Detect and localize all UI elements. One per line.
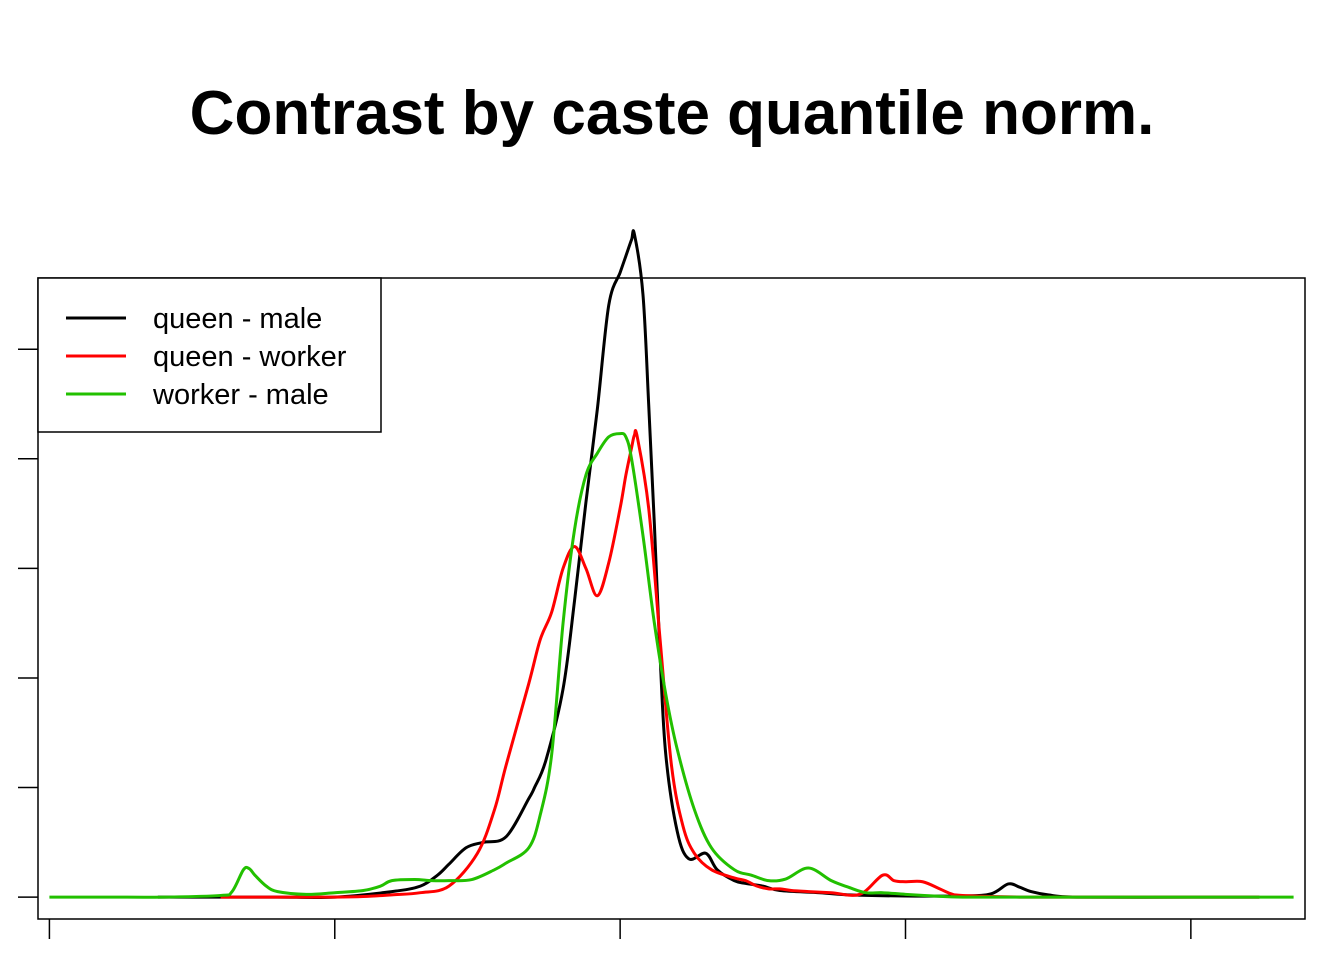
legend-label-queen-worker: queen - worker	[153, 341, 347, 373]
chart-title: Contrast by caste quantile norm.	[189, 79, 1155, 148]
legend-label-worker-male: worker - male	[152, 379, 329, 411]
legend: queen - male queen - worker worker - mal…	[37, 277, 382, 433]
x-axis	[48, 919, 1192, 939]
series-layer	[49, 229, 1294, 899]
y-axis	[18, 348, 38, 898]
series-queen-worker-line	[220, 429, 1260, 899]
legend-label-queen-male: queen - male	[153, 303, 322, 335]
plot-frame	[37, 277, 1306, 920]
series-worker-male-line	[49, 432, 1294, 899]
